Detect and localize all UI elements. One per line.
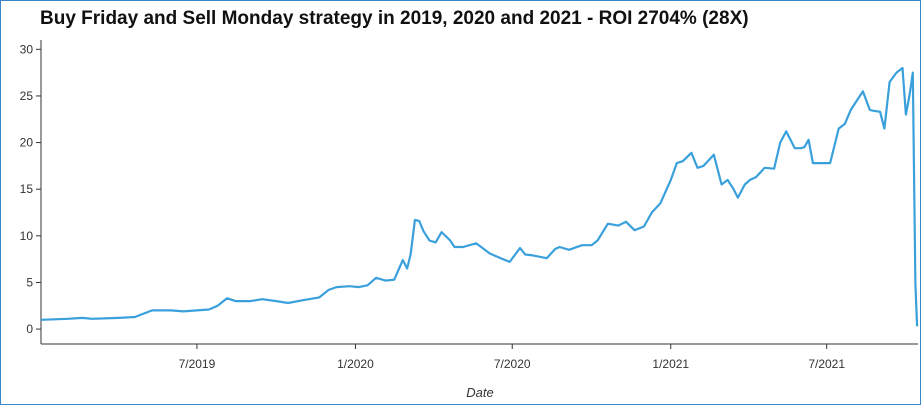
y-tick-label: 15 (20, 182, 34, 196)
y-tick-label: 25 (20, 89, 34, 103)
y-tick-label: 5 (26, 275, 33, 289)
x-tick-label: 7/2021 (808, 357, 845, 371)
y-tick-label: 10 (20, 229, 34, 243)
series-line (40, 66, 919, 327)
x-tick-label: 1/2020 (337, 357, 374, 371)
x-tick-label: 7/2020 (494, 357, 531, 371)
y-tick-label: 30 (20, 42, 34, 56)
y-tick-label: 20 (20, 136, 34, 150)
x-tick-label: 1/2021 (652, 357, 689, 371)
x-tick-label: 7/2019 (179, 357, 216, 371)
x-axis-label: Date (466, 385, 493, 400)
x-axis-ticks: 7/2019 1/2020 7/2020 1/2021 7/2021 (179, 344, 845, 371)
y-tick-label: 0 (26, 322, 33, 336)
y-axis-ticks: 0 5 10 15 20 25 30 (20, 42, 41, 336)
chart-title: Buy Friday and Sell Monday strategy in 2… (40, 8, 749, 29)
